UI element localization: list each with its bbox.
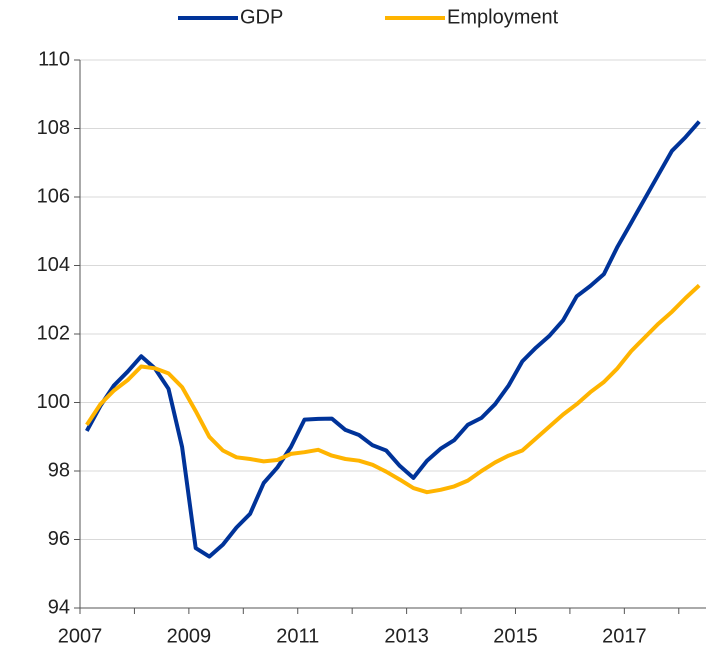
- y-tick-label: 100: [37, 391, 70, 413]
- x-tick-label: 2013: [384, 625, 429, 647]
- x-tick-label: 2017: [602, 625, 647, 647]
- y-tick-label: 108: [37, 117, 70, 139]
- x-tick-label: 2009: [167, 625, 212, 647]
- line-series: [85, 283, 701, 495]
- legend-label: Employment: [447, 6, 559, 28]
- legend-label: GDP: [240, 6, 283, 28]
- y-tick-label: 106: [37, 185, 70, 207]
- y-tick-label: 98: [48, 459, 70, 481]
- y-tick-label: 102: [37, 322, 70, 344]
- y-tick-label: 94: [48, 596, 70, 618]
- line-series: [85, 120, 701, 559]
- y-tick-label: 104: [37, 254, 70, 276]
- x-tick-label: 2007: [58, 625, 103, 647]
- y-tick-label: 110: [38, 48, 70, 70]
- x-tick-label: 2011: [276, 625, 319, 647]
- x-tick-label: 2015: [493, 625, 538, 647]
- y-tick-label: 96: [48, 528, 70, 550]
